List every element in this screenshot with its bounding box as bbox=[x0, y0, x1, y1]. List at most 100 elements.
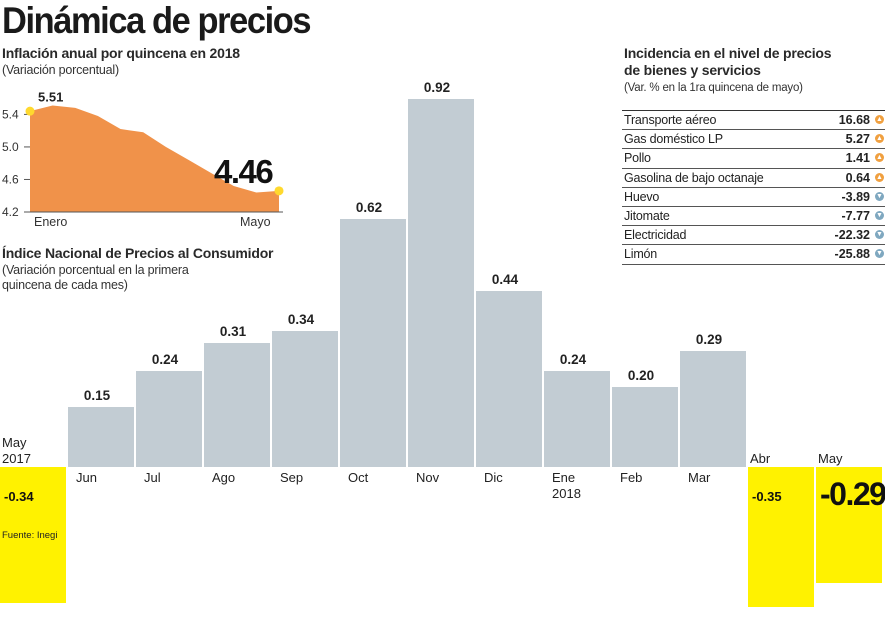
incidence-title-line: Incidencia en el nivel de precios bbox=[624, 45, 832, 61]
tick-label: 4.6 bbox=[2, 172, 19, 186]
data-point bbox=[25, 106, 35, 116]
area-series bbox=[30, 105, 279, 212]
bar bbox=[340, 219, 406, 467]
incidence-item-value: 5.27 bbox=[845, 132, 870, 147]
tick-label: Sep bbox=[280, 470, 303, 485]
data-label: 4.46 bbox=[214, 153, 273, 190]
main-chart-subtitle-line: quincena de cada mes) bbox=[2, 278, 128, 292]
incidence-row: Pollo 1.41 ▲ bbox=[622, 149, 885, 169]
incidence-row: Jitomate -7.77 ▼ bbox=[622, 207, 885, 227]
main-chart-title: Índice Nacional de Precios al Consumidor bbox=[2, 245, 274, 261]
incidence-row: Huevo -3.89 ▼ bbox=[622, 188, 885, 207]
arrow-down-icon: ▼ bbox=[875, 230, 884, 240]
incidence-item-name: Pollo bbox=[624, 151, 651, 166]
bar bbox=[680, 351, 746, 467]
tick-label: Mayo bbox=[240, 215, 271, 229]
bar bbox=[272, 331, 338, 467]
page-title: Dinámica de precios bbox=[2, 0, 312, 41]
incidence-item-name: Huevo bbox=[624, 189, 660, 204]
data-label: 0.29 bbox=[696, 332, 722, 347]
incidence-table: Transporte aéreo 16.68 ▲ Gas doméstico LP 5.… bbox=[622, 110, 885, 265]
source-note: Fuente: Inegi bbox=[2, 530, 58, 541]
inset-chart-title: Inflación anual por quincena en 2018 bbox=[2, 45, 240, 61]
tick-label: Feb bbox=[620, 470, 642, 485]
incidence-item-value: 16.68 bbox=[838, 113, 870, 127]
bar bbox=[68, 407, 134, 467]
data-label: 0.24 bbox=[560, 352, 587, 367]
incidence-subtitle: (Var. % en la 1ra quincena de mayo) bbox=[624, 82, 803, 94]
incidence-item-value: 0.64 bbox=[845, 170, 870, 185]
tick-label: 5.4 bbox=[2, 107, 19, 121]
tick-label: Oct bbox=[348, 470, 369, 485]
arrow-down-icon: ▼ bbox=[875, 210, 884, 220]
data-label: -0.29 bbox=[820, 476, 885, 512]
data-label: 0.44 bbox=[492, 272, 519, 287]
incidence-row: Electricidad -22.32 ▼ bbox=[622, 226, 885, 246]
tick-label: Mar bbox=[688, 470, 711, 485]
arrow-up-icon: ▲ bbox=[875, 115, 884, 124]
arrow-up-icon: ▲ bbox=[875, 134, 884, 144]
bar bbox=[612, 387, 678, 467]
data-label: 0.20 bbox=[628, 368, 654, 383]
incidence-item-value: 1.41 bbox=[845, 151, 870, 166]
arrow-down-icon: ▼ bbox=[875, 249, 884, 259]
bar bbox=[748, 467, 814, 607]
tick-label: 2018 bbox=[552, 486, 581, 501]
data-label: 5.51 bbox=[38, 89, 63, 104]
incidence-item-value: -22.32 bbox=[834, 228, 870, 243]
data-label: 0.15 bbox=[84, 388, 111, 403]
tick-label: 2017 bbox=[2, 451, 31, 466]
incidence-item-value: -25.88 bbox=[834, 247, 870, 262]
bar bbox=[0, 467, 66, 603]
arrow-up-icon: ▲ bbox=[875, 153, 884, 163]
incidence-item-name: Gas doméstico LP bbox=[624, 132, 723, 147]
arrow-up-icon: ▲ bbox=[875, 172, 884, 182]
tick-label: Enero bbox=[34, 215, 67, 229]
incidence-item-name: Jitomate bbox=[624, 208, 670, 223]
incidence-title-line: de bienes y servicios bbox=[624, 62, 761, 78]
bar bbox=[476, 291, 542, 467]
main-bar-chart: -0.34May20170.15Jun0.24Jul0.31Ago0.34Sep… bbox=[0, 80, 885, 607]
bar bbox=[816, 467, 882, 583]
data-point bbox=[274, 186, 284, 196]
incidence-item-name: Electricidad bbox=[624, 228, 687, 243]
incidence-title: Incidencia en el nivel de precios de bie… bbox=[624, 45, 832, 79]
incidence-item-value: -3.89 bbox=[841, 189, 871, 204]
tick-label: Jul bbox=[144, 470, 161, 485]
tick-label: 5.0 bbox=[2, 140, 19, 154]
data-label: -0.34 bbox=[4, 489, 34, 504]
tick-label: May bbox=[818, 451, 843, 466]
data-label: 0.92 bbox=[424, 80, 450, 95]
incidence-row: Gasolina de bajo octanaje 0.64 ▲ bbox=[622, 169, 885, 188]
tick-label: May bbox=[2, 435, 27, 450]
bar bbox=[204, 343, 270, 467]
incidence-row: Limón -25.88 ▼ bbox=[622, 245, 885, 265]
incidence-row: Transporte aéreo 16.68 ▲ bbox=[622, 110, 885, 131]
incidence-item-value: -7.77 bbox=[841, 208, 871, 223]
data-label: 0.62 bbox=[356, 200, 382, 215]
tick-label: Ene bbox=[552, 470, 575, 485]
bar bbox=[408, 99, 474, 467]
tick-label: 4.2 bbox=[2, 205, 19, 219]
tick-label: Jun bbox=[76, 470, 97, 485]
tick-label: Nov bbox=[416, 470, 440, 485]
incidence-item-name: Limón bbox=[624, 247, 658, 262]
data-label: -0.35 bbox=[752, 489, 782, 504]
data-label: 0.24 bbox=[152, 352, 179, 367]
bar bbox=[544, 371, 610, 467]
tick-label: Abr bbox=[750, 451, 771, 466]
main-chart-subtitle: (Variación porcentual en la primera quin… bbox=[2, 263, 189, 293]
inset-chart-subtitle: (Variación porcentual) bbox=[2, 63, 119, 77]
incidence-item-name: Transporte aéreo bbox=[624, 113, 717, 127]
tick-label: Ago bbox=[212, 470, 235, 485]
inset-area-chart: 4.2 4.6 5.0 5.4 5.51 4.46 Enero Mayo bbox=[2, 89, 284, 229]
arrow-down-icon: ▼ bbox=[875, 191, 884, 201]
incidence-item-name: Gasolina de bajo octanaje bbox=[624, 170, 764, 185]
main-chart-subtitle-line: (Variación porcentual en la primera bbox=[2, 263, 189, 277]
incidence-row: Gas doméstico LP 5.27 ▲ bbox=[622, 130, 885, 150]
data-label: 0.34 bbox=[288, 312, 315, 327]
data-label: 0.31 bbox=[220, 324, 247, 339]
tick-label: Dic bbox=[484, 470, 503, 485]
